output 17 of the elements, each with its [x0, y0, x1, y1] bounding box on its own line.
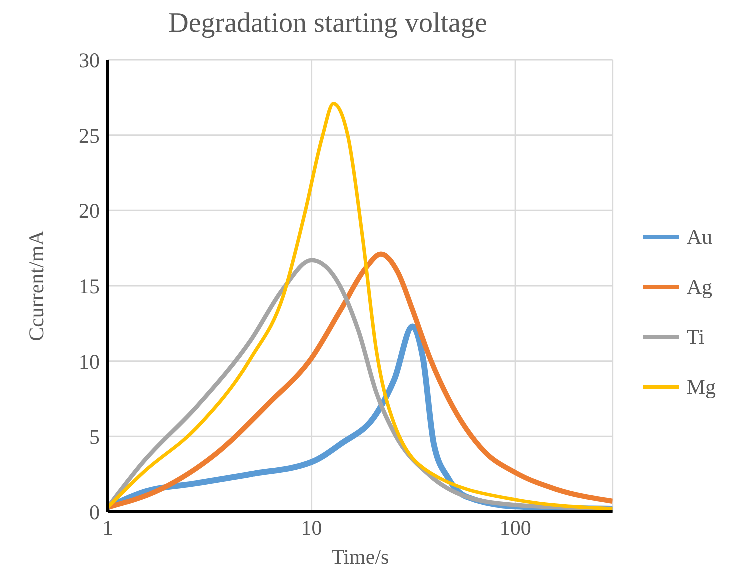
y-tick-label: 30: [79, 48, 100, 72]
x-tick-label: 100: [500, 516, 532, 540]
x-tick-label: 10: [301, 516, 322, 540]
legend-label: Mg: [686, 374, 716, 401]
legend-label: Ti: [686, 324, 705, 351]
x-tick-label: 1: [102, 516, 114, 540]
y-tick-label: 20: [79, 199, 100, 224]
legend-label: Ag: [686, 274, 712, 301]
chart-title: Degradation starting voltage: [168, 8, 488, 39]
y-axis-title: Ccurrent/mA: [24, 230, 48, 342]
y-tick-label: 0: [90, 500, 100, 524]
y-tick-label: 15: [79, 274, 100, 298]
legend-label: Au: [686, 224, 712, 251]
y-tick-label: 5: [90, 425, 100, 450]
y-tick-label: 25: [79, 124, 100, 148]
y-tick-label: 10: [79, 350, 100, 374]
x-axis-title: Time/s: [332, 545, 390, 569]
